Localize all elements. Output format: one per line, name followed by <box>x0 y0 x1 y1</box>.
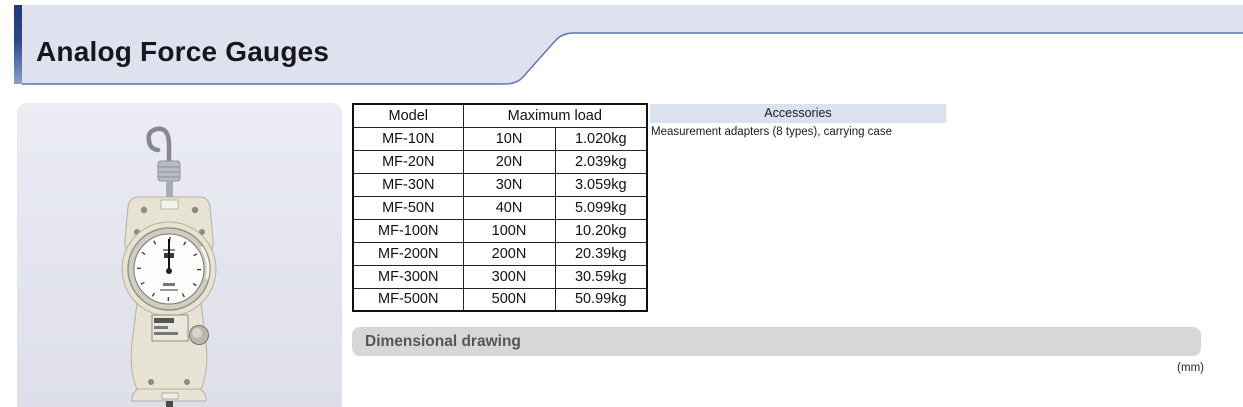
gauge-shaft <box>166 181 173 197</box>
gauge-dial-ticks <box>137 237 201 301</box>
cell-load-n: 100N <box>462 218 556 243</box>
table-row: MF-500N 500N 50.99kg <box>352 287 648 312</box>
gauge-hook <box>146 126 172 168</box>
dimensional-drawing-header: Dimensional drawing <box>352 327 1201 356</box>
page-title: Analog Force Gauges <box>36 36 330 67</box>
cell-load-kg: 30.59kg <box>554 264 648 289</box>
header-banner <box>22 5 1243 85</box>
cell-load-kg: 5.099kg <box>554 195 648 220</box>
gauge-bottom-rod <box>166 401 173 407</box>
cell-model: MF-500N <box>352 287 464 312</box>
cell-load-kg: 3.059kg <box>554 172 648 197</box>
cell-model: MF-200N <box>352 241 464 266</box>
cell-load-kg: 20.39kg <box>554 241 648 266</box>
cell-load-kg: 50.99kg <box>554 287 648 312</box>
product-photo <box>17 103 342 407</box>
gauge-coupler <box>157 160 181 182</box>
cell-load-n: 500N <box>462 287 556 312</box>
cell-model: MF-300N <box>352 264 464 289</box>
cell-load-kg: 10.20kg <box>554 218 648 243</box>
cell-model: MF-10N <box>352 126 464 151</box>
table-row: MF-300N 300N 30.59kg <box>352 264 648 289</box>
table-row: MF-200N 200N 20.39kg <box>352 241 648 266</box>
table-row: MF-100N 100N 10.20kg <box>352 218 648 243</box>
table-row: MF-10N 10N 1.020kg <box>352 126 648 151</box>
unit-note: (mm) <box>1177 362 1204 374</box>
table-row: MF-50N 40N 5.099kg <box>352 195 648 220</box>
cell-model: MF-100N <box>352 218 464 243</box>
gauge-top-label <box>160 199 179 210</box>
cell-load-n: 200N <box>462 241 556 266</box>
table-row: MF-30N 30N 3.059kg <box>352 172 648 197</box>
col-header-maximum-load: Maximum load <box>462 103 648 128</box>
cell-load-n: 30N <box>462 172 556 197</box>
banner-edge-line <box>22 32 1243 85</box>
spec-table: Model Maximum load MF-10N 10N 1.020kg MF… <box>352 103 648 312</box>
header-accent-bar <box>14 5 22 84</box>
cell-model: MF-20N <box>352 149 464 174</box>
cell-load-n: 20N <box>462 149 556 174</box>
cell-load-n: 300N <box>462 264 556 289</box>
cell-model: MF-30N <box>352 172 464 197</box>
accessories-text: Measurement adapters (8 types), carrying… <box>651 126 892 138</box>
cell-load-kg: 1.020kg <box>554 126 648 151</box>
cell-load-n: 10N <box>462 126 556 151</box>
banner-shape <box>22 5 1243 84</box>
table-row: MF-20N 20N 2.039kg <box>352 149 648 174</box>
force-gauge-illustration <box>121 126 217 407</box>
table-header-row: Model Maximum load <box>352 103 648 128</box>
accessories-header: Accessories <box>650 104 946 123</box>
cell-load-kg: 2.039kg <box>554 149 648 174</box>
cell-load-n: 40N <box>462 195 556 220</box>
dimensional-drawing-title: Dimensional drawing <box>365 333 521 350</box>
col-header-model: Model <box>352 103 464 128</box>
cell-model: MF-50N <box>352 195 464 220</box>
